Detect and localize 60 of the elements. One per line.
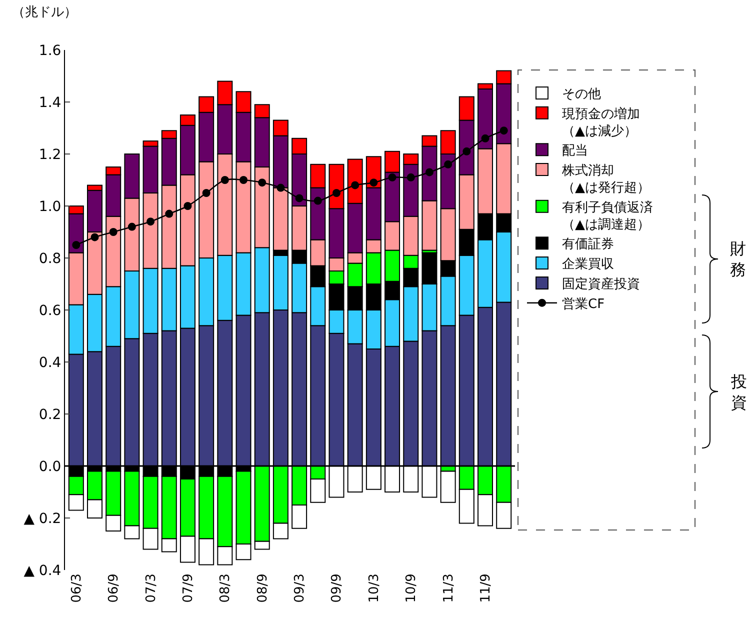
- x-tick-label: 08/3: [218, 574, 234, 603]
- point: [406, 173, 415, 182]
- point: [351, 181, 360, 190]
- y-tick-label: ▲ 0.4: [24, 562, 62, 579]
- point: [481, 134, 490, 142]
- x-tick-label: 06/3: [69, 574, 84, 603]
- legend-label: その他: [562, 87, 601, 102]
- bar: [440, 470, 456, 503]
- legend-label: 営業CF: [562, 296, 605, 312]
- point: [109, 228, 118, 236]
- y-tick-label: ▲ 0.2: [24, 510, 62, 527]
- legend-label: 企業買収: [562, 257, 614, 272]
- x-tick-label: 09/9: [330, 574, 345, 603]
- y-tick-label: 0.8: [38, 250, 62, 267]
- point: [220, 176, 229, 184]
- point: [258, 178, 266, 187]
- text: 投資: [730, 372, 747, 412]
- point: [240, 176, 248, 184]
- y-tick-label: 0.4: [38, 354, 62, 371]
- point: [444, 160, 452, 168]
- x-tick-label: 07/9: [180, 574, 196, 603]
- point: [370, 178, 378, 187]
- point: [72, 241, 80, 249]
- x-tick-label: 11/3: [441, 574, 456, 603]
- legend-label: 有利子負債返済（▲は調達超）: [562, 199, 653, 232]
- point: [425, 168, 434, 176]
- x-tick-label: 08/9: [255, 574, 270, 603]
- point: [500, 126, 508, 135]
- point: [462, 147, 471, 156]
- point: [276, 184, 285, 192]
- y-axis-title: （兆ドル）: [12, 5, 77, 20]
- y-tick-label: 0.2: [38, 406, 62, 423]
- point: [295, 194, 304, 202]
- x-tick-label: 06/9: [106, 574, 122, 603]
- point: [184, 202, 192, 210]
- legend-label: 有価証券: [562, 237, 614, 252]
- x-tick-label: 09/3: [292, 574, 308, 603]
- x-tick-label: 10/9: [404, 574, 420, 603]
- point: [165, 210, 174, 218]
- x-tick-label: 07/3: [144, 574, 159, 603]
- legend-label: 株式消却（▲は発行超）: [561, 164, 650, 196]
- legend-label: 配当: [562, 144, 588, 159]
- point: [146, 218, 155, 226]
- y-tick-label: 1.6: [38, 42, 62, 59]
- x-tick-label: 11/9: [478, 574, 494, 603]
- point: [90, 233, 99, 242]
- point: [128, 222, 136, 231]
- text: 財務: [730, 239, 746, 279]
- x-tick-label: 10/3: [366, 574, 382, 603]
- y-tick-label: 0.0: [38, 458, 62, 475]
- y-tick-label: 0.6: [38, 302, 62, 319]
- legend-label: 現預金の増加（▲は減少）: [562, 106, 640, 139]
- y-tick-label: 1.2: [38, 146, 62, 163]
- point: [388, 173, 396, 182]
- y-tick-label: 1.4: [38, 94, 62, 111]
- point: [314, 196, 322, 205]
- point: [202, 189, 210, 197]
- y-tick-label: 1.0: [38, 198, 62, 215]
- legend-label: 固定資産投資: [562, 276, 640, 292]
- point: [332, 189, 340, 197]
